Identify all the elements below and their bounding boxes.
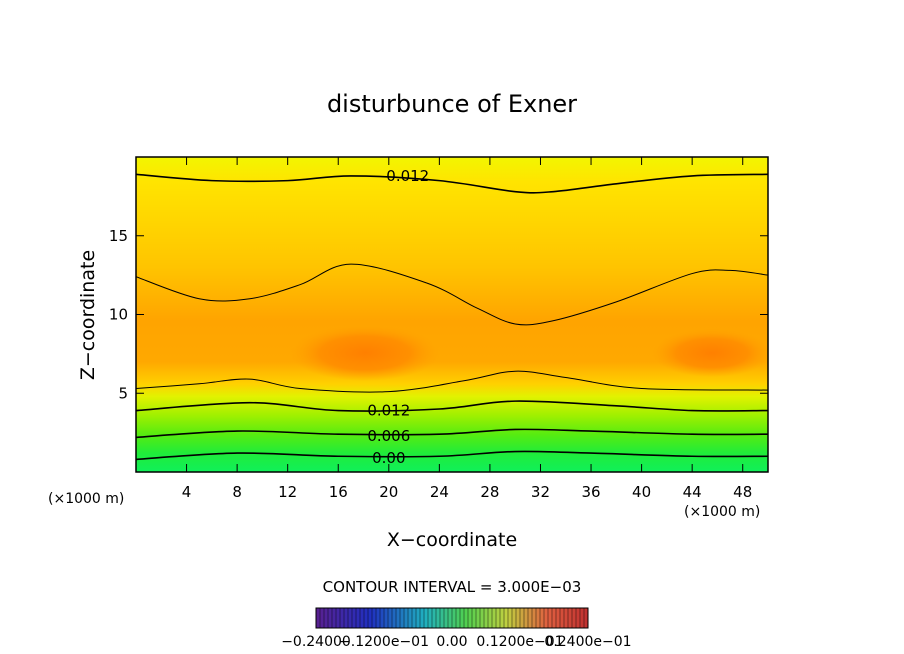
x-tick-label: 20 bbox=[379, 483, 398, 501]
contour-line bbox=[136, 263, 768, 326]
chart-title: disturbunce of Exner bbox=[327, 90, 577, 118]
y-tick-label: 15 bbox=[109, 227, 128, 245]
x-tick-label: 36 bbox=[581, 483, 600, 501]
x-axis-label: X−coordinate bbox=[387, 529, 517, 551]
x-tick-label: 16 bbox=[329, 483, 348, 501]
max-region-left bbox=[290, 325, 440, 381]
x-tick-label: 24 bbox=[430, 483, 449, 501]
contour-lines bbox=[136, 173, 768, 461]
colorbar-label: 0.2400e−01 bbox=[544, 634, 631, 650]
contour-line bbox=[136, 173, 768, 194]
x-tick-label: 40 bbox=[632, 483, 651, 501]
colorbar bbox=[315, 607, 589, 629]
colorbar-label: 0.00 bbox=[436, 634, 467, 650]
x-tick-label: 32 bbox=[531, 483, 550, 501]
x-tick-label: 28 bbox=[480, 483, 499, 501]
contour-labels: 0.012 0.012 0.006 0.00 bbox=[367, 167, 429, 467]
contour-label: 0.006 bbox=[367, 427, 410, 445]
x-tick-label: 12 bbox=[278, 483, 297, 501]
contour-label: 0.012 bbox=[367, 402, 410, 420]
field-fill bbox=[136, 157, 768, 472]
y-axis-label: Z−coordinate bbox=[77, 250, 99, 380]
y-unit-label: (×1000 m) bbox=[48, 491, 124, 507]
x-tick-label: 48 bbox=[733, 483, 752, 501]
y-axis-ticks: 5 10 15 bbox=[109, 227, 768, 402]
x-tick-label: 44 bbox=[683, 483, 702, 501]
contour-line bbox=[136, 400, 768, 412]
x-axis-ticks: 4 8 12 16 20 24 28 32 36 40 44 48 bbox=[182, 157, 752, 501]
colorbar-label: −.1200e−01 bbox=[339, 634, 429, 650]
colorbar-label: −0.24000 bbox=[281, 634, 351, 650]
colorbar-ticks bbox=[315, 608, 589, 628]
x-tick-label: 8 bbox=[232, 483, 242, 501]
x-unit-label: (×1000 m) bbox=[684, 504, 760, 520]
contour-label: 0.012 bbox=[386, 167, 429, 185]
x-tick-label: 4 bbox=[182, 483, 192, 501]
contour-label: 0.00 bbox=[372, 449, 405, 467]
colorbar-labels: −0.24000−.1200e−01 0.00 0.1200e−010.2400e−… bbox=[281, 634, 631, 650]
colorbar-label: 0.1200e−01 bbox=[476, 634, 563, 650]
y-tick-label: 10 bbox=[109, 306, 128, 324]
contour-line bbox=[136, 370, 768, 393]
y-tick-label: 5 bbox=[118, 384, 128, 402]
contour-field bbox=[136, 157, 768, 472]
contour-interval-label: CONTOUR INTERVAL = 3.000E−03 bbox=[323, 578, 582, 596]
contour-line bbox=[136, 450, 768, 461]
contour-line bbox=[136, 428, 768, 439]
max-region-right bbox=[652, 329, 768, 377]
